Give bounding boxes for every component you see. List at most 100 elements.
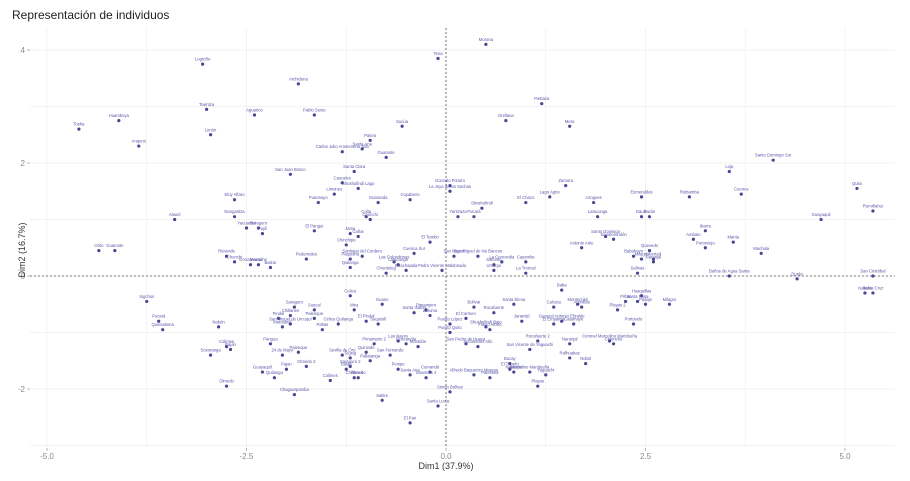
point-label: Carlos Julio Arosemena Tola [316,144,370,149]
point-label: Pimampiro 2 [362,336,386,341]
data-point: Palenque [290,345,308,354]
point-label: Aguarico [246,107,263,112]
point-label: Rioverde [218,249,235,254]
point-label: Shushufindi Bajo [470,319,502,324]
point-label: Puerto Quito [438,325,462,330]
data-point: Guachapala [395,263,418,272]
data-point: El Pindal [358,314,375,323]
data-point: Zaruma [423,308,438,318]
point-label: San Miguel [444,249,465,254]
point-label: Pucará [152,314,166,319]
data-point: Naranjito [505,365,523,374]
data-point: Saraguro 2 [340,359,361,368]
point-label: Eloy Alfaro [225,192,246,197]
data-point: Paltas [316,322,328,332]
point-label: Santo Domingo Sur [755,153,792,158]
data-point: Shushufindi Bajo [470,319,502,329]
point-label: Tiwintza [199,102,215,107]
data-point: Quinsaloma [152,322,175,332]
data-point: Lago Agrio [540,189,561,199]
point-label: Santa Elena [502,297,525,302]
data-point: Santa Rosa [627,294,649,304]
point-label: Pablo Sexto [303,107,326,112]
data-point: Palenque [305,311,324,320]
point-label: Durán [644,209,656,214]
data-point: Alausí [169,212,181,222]
data-point: Chaguarpamba [280,387,309,397]
data-point: San Vicente de Yaguachi [507,342,553,352]
point-label: Mocache [250,257,268,262]
point-label: Chinchipe [337,237,356,242]
data-point: Santa Elena [502,297,526,306]
point-label: Paltas [316,322,328,327]
data-point: Paquisha [342,252,360,261]
point-label: Montúfar [410,339,427,344]
point-label: Chunchi [363,212,378,217]
data-point: Guamote [106,243,124,253]
point-label: Sozoranga [200,348,221,353]
point-label: Olmedo [351,370,366,375]
data-point: Marcabelí [273,319,292,329]
data-point: Las Naves [388,333,408,343]
data-point: 24 de Mayo [271,348,294,357]
point-label: Arajuno [132,139,147,144]
point-label: Las Naves [388,333,408,338]
x-axis-ticks: -5.0 -2.5 0.0 2.5 5.0 [40,448,851,461]
data-point: Rafhuabaz [560,350,580,360]
data-points: Tosha Huamboya Arajuno Logroño Tiwintza Limón… [73,37,886,425]
point-label: San Cristóbal [860,269,885,274]
data-point: Chunchi [363,212,378,222]
data-point: Penipe [392,362,405,371]
point-label: Cuenca Sur [403,246,426,251]
point-label: Huaquillas [632,288,652,293]
data-point: Shushufindi [471,201,493,210]
point-label: Urcuquí [487,263,502,268]
point-label: Latacunga [388,257,408,262]
point-label: Salcedo [486,257,502,262]
point-label: Pajan [281,362,292,367]
data-point: Pucará [152,314,166,323]
point-label: Esmeraldas [630,189,652,194]
point-label: Santa Ana [400,367,420,372]
point-label: Salitre [376,393,389,398]
point-label: Palestina [481,370,499,375]
point-label: El Pan [404,415,417,420]
point-label: Olmedo [219,379,234,384]
data-point: Limón [205,127,217,137]
point-label: Lago Agrio [540,189,561,194]
point-label: Morona [479,37,494,42]
data-point: Célica Quilanga [323,317,354,326]
data-point: Baba [557,283,567,292]
data-point: Coronel Marcelino Maridueña [582,333,638,343]
point-label: San Juan Bosco [275,167,306,172]
point-label: Guamote 2 [416,370,437,375]
point-label: San Miguel de los Bancos [454,249,502,254]
point-label: Milagro [663,297,677,302]
point-label: Alausí [169,212,181,217]
point-label: Marcabelí [273,319,292,324]
point-label: Rumiñahui [863,204,883,209]
point-label: Zaruma [423,308,438,313]
data-point: Rocafuerte 2 [526,333,550,343]
x-tick-label: -2.5 [240,452,254,461]
point-label: Palenque [305,311,323,316]
data-point: Quinindé [358,345,375,354]
point-label: Quinsaloma [152,322,175,327]
point-label: Portovelo [625,317,643,322]
data-point: Daule [636,209,648,219]
point-label: Pedro Vicente Maldonado [418,263,467,268]
data-point: Pimampiro 2 [362,336,387,346]
point-label: Manta [727,235,739,240]
data-point: Cuenca Sur [403,246,426,255]
point-label: Salinas [631,266,645,271]
point-label: El Pangui [305,223,323,228]
data-point: La Joya de los Sachas [429,184,471,193]
point-label: Quilanga [266,370,283,375]
point-label: Chillanes [346,370,363,375]
point-label: Yantzaza [449,209,467,214]
data-point: Pindal [273,311,284,320]
data-point: Calceta [547,300,561,309]
data-point: Loja [725,164,734,174]
point-label: El Tambo [421,235,439,240]
point-label: Coronel Marcelino Maridueña [582,333,638,338]
